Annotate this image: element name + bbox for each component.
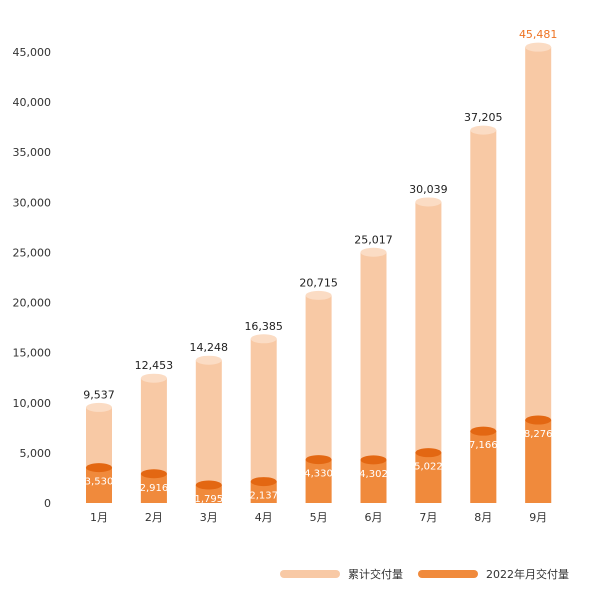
y-tick-label: 20,000: [13, 297, 52, 310]
bar-monthly: [415, 452, 442, 503]
x-tick-label: 5月: [310, 511, 328, 524]
bar-monthly: [250, 481, 277, 503]
legend-label-monthly: 2022年月交付量: [486, 567, 569, 581]
bar-monthly-cap: [415, 448, 442, 458]
bar-cumulative: [195, 360, 222, 503]
bar-monthly: [86, 467, 112, 503]
bar-monthly-cap: [305, 455, 332, 465]
y-tick-label: 30,000: [13, 196, 52, 209]
bar-monthly: [140, 473, 167, 503]
bar-monthly-cap: [360, 455, 387, 465]
data-label-monthly: 2,916: [140, 483, 169, 494]
data-label-monthly: 1,795: [194, 494, 223, 505]
y-tick-label: 0: [44, 497, 51, 510]
y-tick-label: 25,000: [13, 246, 52, 259]
bar-group: 12,453 2,916: [135, 359, 174, 503]
legend-swatch-cumulative: [280, 570, 340, 578]
bar-monthly: [360, 459, 387, 503]
bar-cumulative-cap: [305, 290, 332, 300]
data-label-cumulative: 12,453: [135, 359, 174, 372]
bar-cumulative: [250, 338, 277, 503]
bar-cumulative-cap: [86, 402, 112, 412]
data-label-cumulative: 16,385: [244, 320, 283, 333]
x-tick-label: 6月: [365, 511, 383, 524]
bar-group: 25,017 4,302: [354, 233, 393, 503]
bar-monthly-cap: [470, 426, 497, 436]
legend-swatch-monthly: [418, 570, 478, 578]
y-tick-label: 5,000: [20, 447, 52, 460]
x-axis-labels: 1月 2月 3月 4月 5月 6月 7月 8月 9月: [90, 511, 547, 524]
y-tick-label: 45,000: [13, 46, 52, 59]
data-label-cumulative: 45,481: [519, 28, 558, 41]
bar-group: 9,537 3,530: [83, 388, 115, 503]
bar-monthly-cap: [525, 415, 552, 425]
bar-cumulative-cap: [470, 125, 497, 135]
bar-monthly: [305, 459, 332, 503]
data-label-monthly: 8,276: [524, 429, 553, 440]
data-label-monthly: 2,137: [249, 491, 278, 502]
x-tick-label: 1月: [90, 511, 108, 524]
bar-group: 14,248 1,795: [190, 341, 229, 505]
data-label-monthly: 4,330: [304, 469, 333, 480]
bar-group: 45,481 8,276: [519, 28, 558, 503]
legend: 累计交付量 2022年月交付量: [280, 567, 569, 581]
data-label-monthly: 7,166: [469, 440, 498, 451]
x-tick-label: 4月: [255, 511, 273, 524]
data-label-cumulative: 30,039: [409, 183, 448, 196]
y-tick-label: 40,000: [13, 96, 52, 109]
bar-group: 16,385 2,137: [244, 320, 283, 503]
bar-monthly: [525, 420, 552, 503]
bar-cumulative-cap: [250, 334, 277, 344]
data-label-monthly: 5,022: [414, 462, 443, 473]
bar-monthly-cap: [250, 477, 277, 487]
bar-group: 20,715 4,330: [299, 276, 338, 503]
bars: 9,537 3,530 12,453 2,916 14,248 1,795 16,385 2,…: [83, 28, 557, 505]
y-tick-label: 35,000: [13, 146, 52, 159]
bar-cumulative-cap: [525, 42, 552, 52]
y-axis-ticks: 0 5,000 10,000 15,000 20,000 25,000 30,000 35,0…: [13, 46, 52, 510]
bar-cumulative-cap: [140, 373, 167, 383]
legend-label-cumulative: 累计交付量: [348, 567, 403, 581]
bar-group: 30,039 5,022: [409, 183, 448, 504]
data-label-cumulative: 9,537: [83, 388, 115, 401]
x-tick-label: 2月: [145, 511, 163, 524]
bar-group: 37,205 7,166: [464, 111, 503, 503]
bar-monthly-cap: [86, 463, 112, 473]
bar-monthly-cap: [195, 480, 222, 490]
data-label-cumulative: 14,248: [190, 341, 229, 354]
data-label-cumulative: 20,715: [299, 276, 338, 289]
x-tick-label: 7月: [419, 511, 437, 524]
bar-cumulative-cap: [415, 197, 442, 207]
x-tick-label: 9月: [529, 511, 547, 524]
y-tick-label: 10,000: [13, 397, 52, 410]
data-label-cumulative: 25,017: [354, 233, 393, 246]
bar-cumulative-cap: [360, 247, 387, 257]
bar-monthly-cap: [140, 469, 167, 479]
y-tick-label: 15,000: [13, 347, 52, 360]
data-label-monthly: 4,302: [359, 469, 388, 480]
x-tick-label: 3月: [200, 511, 218, 524]
bar-monthly: [470, 431, 497, 503]
x-tick-label: 8月: [474, 511, 492, 524]
data-label-cumulative: 37,205: [464, 111, 503, 124]
data-label-monthly: 3,530: [85, 477, 114, 488]
bar-cumulative-cap: [195, 355, 222, 365]
bar-monthly: [195, 485, 222, 503]
